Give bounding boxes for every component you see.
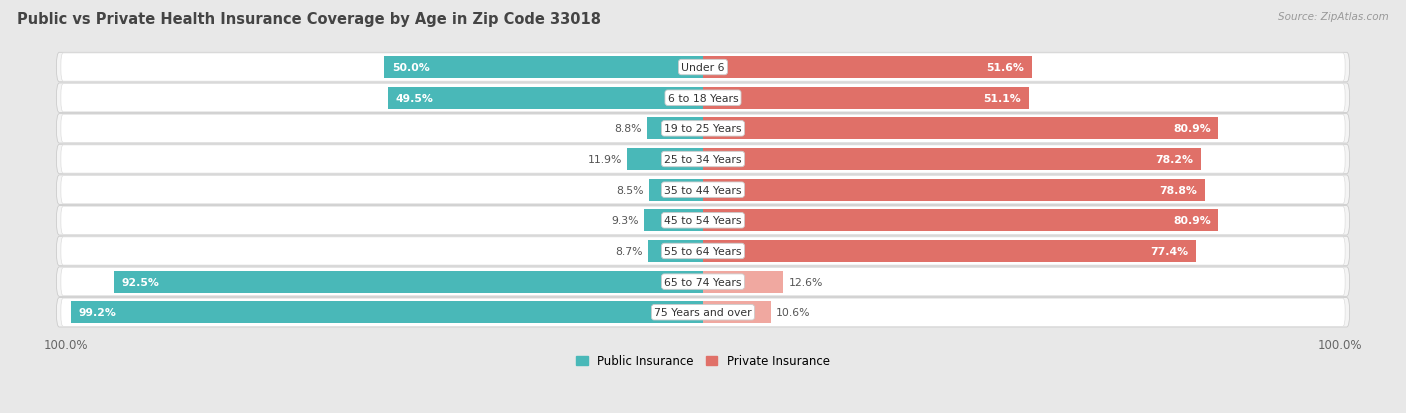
FancyBboxPatch shape (60, 84, 1346, 112)
FancyBboxPatch shape (56, 176, 1350, 205)
Text: 80.9%: 80.9% (1173, 124, 1211, 134)
FancyBboxPatch shape (60, 145, 1346, 174)
FancyBboxPatch shape (56, 267, 1350, 297)
Text: 8.7%: 8.7% (614, 247, 643, 256)
Bar (647, 118, 703, 140)
Bar (703, 179, 1205, 201)
FancyBboxPatch shape (56, 53, 1350, 83)
Bar (114, 271, 703, 293)
Bar (703, 240, 1197, 262)
Bar (384, 57, 703, 79)
Bar (388, 88, 703, 109)
Text: 6 to 18 Years: 6 to 18 Years (668, 93, 738, 103)
Text: 12.6%: 12.6% (789, 277, 823, 287)
Bar (703, 301, 770, 323)
Text: 9.3%: 9.3% (612, 216, 638, 226)
Text: 80.9%: 80.9% (1173, 216, 1211, 226)
Text: 11.9%: 11.9% (588, 154, 621, 165)
Bar (648, 240, 703, 262)
FancyBboxPatch shape (60, 115, 1346, 143)
Text: 65 to 74 Years: 65 to 74 Years (664, 277, 742, 287)
Text: 77.4%: 77.4% (1150, 247, 1188, 256)
Text: 75 Years and over: 75 Years and over (654, 308, 752, 318)
Text: Source: ZipAtlas.com: Source: ZipAtlas.com (1278, 12, 1389, 22)
Bar (644, 210, 703, 232)
Bar (703, 57, 1032, 79)
FancyBboxPatch shape (56, 84, 1350, 113)
Bar (703, 88, 1029, 109)
Text: Under 6: Under 6 (682, 63, 724, 73)
Text: 78.2%: 78.2% (1156, 154, 1194, 165)
Bar (703, 271, 783, 293)
Bar (703, 118, 1219, 140)
FancyBboxPatch shape (56, 145, 1350, 174)
Text: 45 to 54 Years: 45 to 54 Years (664, 216, 742, 226)
Bar (72, 301, 703, 323)
FancyBboxPatch shape (56, 237, 1350, 266)
Text: 99.2%: 99.2% (79, 308, 117, 318)
Text: 49.5%: 49.5% (395, 93, 433, 103)
FancyBboxPatch shape (56, 206, 1350, 235)
Bar (627, 149, 703, 171)
Text: 19 to 25 Years: 19 to 25 Years (664, 124, 742, 134)
FancyBboxPatch shape (60, 268, 1346, 296)
FancyBboxPatch shape (60, 176, 1346, 204)
Text: 51.6%: 51.6% (986, 63, 1024, 73)
FancyBboxPatch shape (56, 114, 1350, 144)
Text: 25 to 34 Years: 25 to 34 Years (664, 154, 742, 165)
Text: 92.5%: 92.5% (121, 277, 159, 287)
Text: 55 to 64 Years: 55 to 64 Years (664, 247, 742, 256)
FancyBboxPatch shape (60, 207, 1346, 235)
Text: 35 to 44 Years: 35 to 44 Years (664, 185, 742, 195)
FancyBboxPatch shape (60, 54, 1346, 82)
Bar (648, 179, 703, 201)
Text: 50.0%: 50.0% (392, 63, 430, 73)
FancyBboxPatch shape (56, 298, 1350, 327)
Text: Public vs Private Health Insurance Coverage by Age in Zip Code 33018: Public vs Private Health Insurance Cover… (17, 12, 600, 27)
Text: 78.8%: 78.8% (1160, 185, 1198, 195)
Bar (703, 210, 1219, 232)
Text: 8.5%: 8.5% (616, 185, 644, 195)
Text: 10.6%: 10.6% (776, 308, 810, 318)
Text: 51.1%: 51.1% (983, 93, 1021, 103)
Legend: Public Insurance, Private Insurance: Public Insurance, Private Insurance (571, 350, 835, 372)
FancyBboxPatch shape (60, 299, 1346, 327)
Text: 8.8%: 8.8% (614, 124, 643, 134)
FancyBboxPatch shape (60, 237, 1346, 266)
Bar (703, 149, 1201, 171)
